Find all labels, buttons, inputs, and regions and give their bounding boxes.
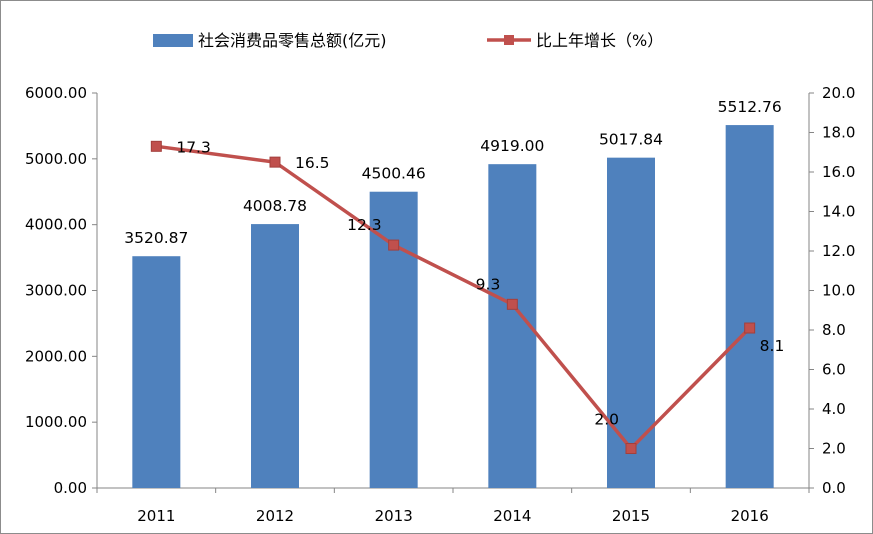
- bar: [725, 125, 774, 488]
- y-left-tick-label: 2000.00: [25, 347, 87, 365]
- y-right-tick-label: 16.0: [822, 163, 855, 181]
- y-right-tick-label: 14.0: [822, 203, 855, 221]
- y-left-tick-label: 1000.00: [25, 413, 87, 431]
- bar: [369, 191, 418, 488]
- x-tick-label: 2014: [493, 507, 531, 525]
- bar: [607, 157, 655, 488]
- bar-value-label: 3520.87: [124, 229, 188, 247]
- y-right-tick-label: 12.0: [822, 242, 855, 260]
- bar: [132, 256, 181, 488]
- line-value-label: 17.3: [176, 138, 211, 156]
- legend-swatch-marker: [504, 35, 514, 45]
- y-right-tick-label: 4.0: [822, 400, 846, 418]
- y-right-tick-label: 20.0: [822, 84, 855, 102]
- y-right-tick-label: 6.0: [822, 361, 846, 379]
- y-right-tick-label: 10.0: [822, 282, 855, 300]
- bar-value-label: 5512.76: [718, 98, 782, 116]
- x-tick-label: 2013: [375, 507, 413, 525]
- line-marker: [625, 443, 637, 454]
- x-tick-label: 2012: [256, 507, 294, 525]
- y-right-tick-label: 2.0: [822, 440, 846, 458]
- y-left-tick-label: 3000.00: [25, 282, 87, 300]
- y-right-tick-label: 8.0: [822, 321, 846, 339]
- bar-value-label: 5017.84: [599, 131, 663, 149]
- x-tick-label: 2016: [731, 507, 769, 525]
- line-marker: [269, 156, 281, 168]
- bar-value-label: 4008.78: [243, 197, 307, 215]
- line-value-label: 12.3: [347, 216, 382, 234]
- line-marker: [388, 239, 400, 251]
- x-tick-label: 2015: [612, 507, 650, 525]
- y-right-tick-label: 0.0: [822, 479, 846, 497]
- line-marker: [150, 140, 162, 152]
- legend-swatch-bar: [153, 34, 193, 47]
- growth-line: [156, 144, 751, 451]
- line-marker: [506, 298, 518, 310]
- legend-label-line: 比上年增长（%）: [536, 31, 663, 50]
- y-left-tick-label: 0.00: [54, 479, 87, 497]
- y-right-tick-label: 18.0: [822, 124, 855, 142]
- line-value-label: 9.3: [476, 275, 501, 293]
- x-tick-label: 2011: [137, 507, 175, 525]
- bar-value-label: 4919.00: [480, 137, 544, 155]
- y-left-tick-label: 4000.00: [25, 216, 87, 234]
- bar-value-label: 4500.46: [362, 165, 426, 183]
- legend-label-bar: 社会消费品零售总额(亿元): [198, 31, 387, 50]
- line-value-label: 2.0: [594, 411, 619, 429]
- line-value-label: 8.1: [760, 337, 785, 355]
- line-marker: [744, 322, 756, 334]
- y-left-tick-label: 5000.00: [25, 150, 87, 168]
- bar: [251, 224, 299, 488]
- line-value-label: 16.5: [295, 154, 330, 172]
- y-left-tick-label: 6000.00: [25, 84, 87, 102]
